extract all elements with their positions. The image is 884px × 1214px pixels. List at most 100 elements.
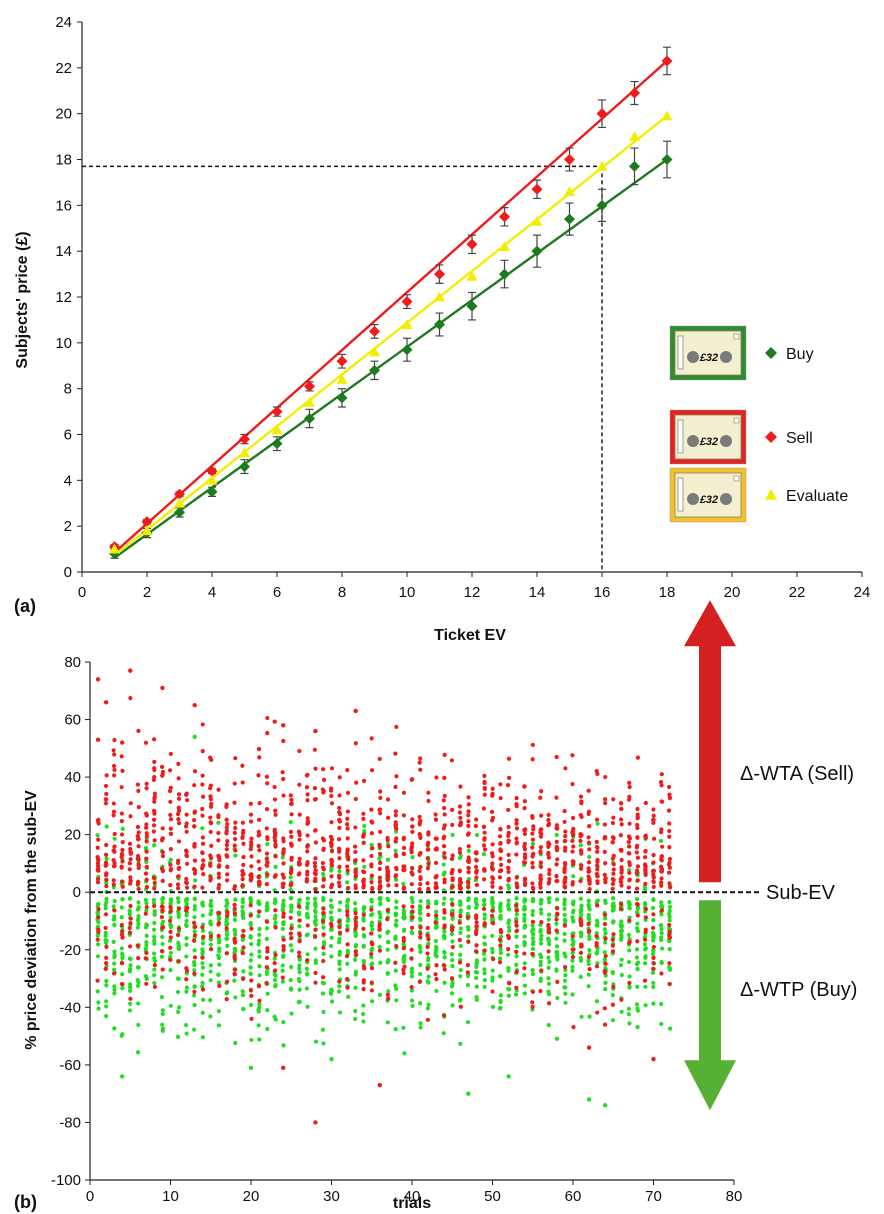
panel-b-point-sell	[136, 788, 141, 794]
panel-b-point-buy	[409, 974, 414, 979]
panel-b-point-buy	[425, 1006, 430, 1011]
panel-b-point-buy	[523, 923, 528, 928]
panel-b-point-sell	[587, 886, 592, 892]
panel-b-point-buy	[112, 922, 117, 927]
panel-b-point-sell	[434, 847, 439, 852]
panel-b-point-sell	[119, 864, 124, 869]
panel-b-point-sell	[264, 919, 270, 924]
panel-a-point-evaluate	[401, 319, 413, 329]
panel-b-point-buy	[394, 998, 399, 1003]
panel-b-point-sell	[650, 925, 656, 931]
panel-b-point-buy	[192, 960, 197, 965]
panel-b-point-sell	[457, 804, 463, 809]
panel-b-point-buy	[112, 899, 117, 904]
panel-b-point-sell	[191, 818, 197, 823]
panel-b-point-sell	[176, 959, 181, 964]
panel-b-point-buy	[257, 1037, 262, 1042]
panel-b-point-sell	[489, 913, 495, 918]
panel-b-point-buy	[393, 983, 398, 988]
panel-b-point-buy	[530, 946, 536, 951]
panel-b-point-sell	[554, 823, 560, 828]
panel-b-point-sell	[184, 966, 189, 971]
panel-b-point-sell	[506, 807, 511, 813]
panel-b-point-sell	[224, 926, 229, 931]
panel-a-point-evaluate	[531, 215, 543, 226]
panel-b-point-sell	[434, 977, 439, 982]
panel-b-point-buy	[482, 916, 487, 921]
panel-b-point-sell	[224, 979, 230, 984]
panel-a-point-evaluate	[271, 424, 283, 435]
panel-b-point-buy	[200, 903, 206, 908]
panel-b-sub-ev-line: Sub-EV	[90, 882, 836, 904]
panel-b-point-buy	[233, 1040, 238, 1046]
panel-b-point-sell	[200, 955, 205, 960]
panel-b-point-sell	[232, 781, 237, 786]
panel-a-legend-ticket-corner-buy	[733, 333, 740, 340]
panel-b-point-sell	[385, 866, 390, 871]
panel-b-point-sell	[562, 808, 567, 814]
panel-b-point-sell	[610, 1002, 615, 1007]
panel-b-point-buy	[289, 948, 294, 953]
panel-b-point-sell	[241, 855, 246, 860]
panel-b-point-buy	[337, 1010, 343, 1015]
panel-b-point-sell	[160, 905, 165, 910]
panel-b-point-buy	[369, 955, 374, 960]
panel-b-point-sell	[208, 755, 213, 760]
panel-b-point-buy	[474, 964, 479, 970]
panel-b-point-sell	[482, 792, 487, 797]
panel-b-point-buy	[626, 1006, 632, 1011]
panel-b-point-sell	[289, 869, 294, 874]
panel-b-point-buy	[578, 896, 583, 901]
panel-a-point-sell	[239, 433, 250, 445]
panel-a-point-sell	[401, 296, 413, 308]
panel-b-point-sell	[603, 936, 608, 941]
panel-b-point-buy	[361, 1011, 366, 1017]
panel-a-y-tick-label: 24	[55, 14, 72, 31]
panel-b-point-sell	[127, 867, 132, 872]
panel-b-point-sell	[498, 943, 503, 948]
panel-b-point-sell	[111, 882, 116, 887]
panel-b-point-buy	[191, 1027, 197, 1032]
panel-b-point-sell	[119, 922, 124, 928]
panel-b-point-sell	[280, 884, 285, 890]
panel-b-point-buy	[555, 950, 560, 955]
panel-b-point-sell	[538, 880, 543, 885]
panel-b-point-sell	[144, 834, 149, 839]
panel-b-point-sell	[498, 885, 503, 891]
panel-b-point-buy	[441, 901, 446, 906]
panel-b-point-buy	[498, 947, 503, 952]
panel-b-point-sell	[659, 857, 664, 862]
panel-b-point-sell	[538, 830, 543, 835]
panel-b-point-sell	[144, 825, 149, 830]
panel-b-point-sell	[103, 852, 109, 857]
panel-b-point-sell	[216, 838, 221, 843]
panel-b-point-sell	[345, 868, 350, 873]
panel-b-point-sell	[104, 884, 109, 889]
panel-b-point-sell	[128, 857, 133, 862]
panel-a-x-tick-label: 24	[854, 584, 871, 601]
panel-b-point-buy	[280, 907, 285, 912]
panel-b-point-sell	[635, 855, 641, 860]
panel-b-point-buy	[143, 845, 149, 851]
panel-b-point-buy	[385, 947, 390, 952]
panel-a-y-tick-label: 0	[64, 564, 72, 581]
panel-b-point-buy	[393, 934, 398, 939]
panel-b-point-sell	[530, 1004, 535, 1009]
panel-b-point-buy	[328, 991, 334, 996]
panel-b-point-sell	[563, 845, 568, 850]
panel-b-point-sell	[434, 873, 439, 879]
panel-b-point-sell	[555, 857, 560, 862]
panel-b-point-sell	[160, 967, 165, 972]
panel-a-legend-ticket-amount-buy: £32	[699, 352, 718, 364]
panel-b-point-buy	[200, 900, 205, 905]
panel-b-point-buy	[578, 974, 583, 979]
panel-b-point-buy	[152, 920, 157, 926]
panel-a-point-buy	[434, 319, 445, 330]
panel-b-point-buy	[619, 1009, 624, 1014]
panel-b-point-sell	[442, 850, 447, 856]
panel-b-point-buy	[200, 965, 206, 970]
panel-b-point-sell	[256, 833, 261, 838]
panel-b-point-sell	[136, 836, 141, 842]
panel-b-point-sell	[433, 884, 439, 889]
panel-b-point-sell	[201, 794, 206, 799]
